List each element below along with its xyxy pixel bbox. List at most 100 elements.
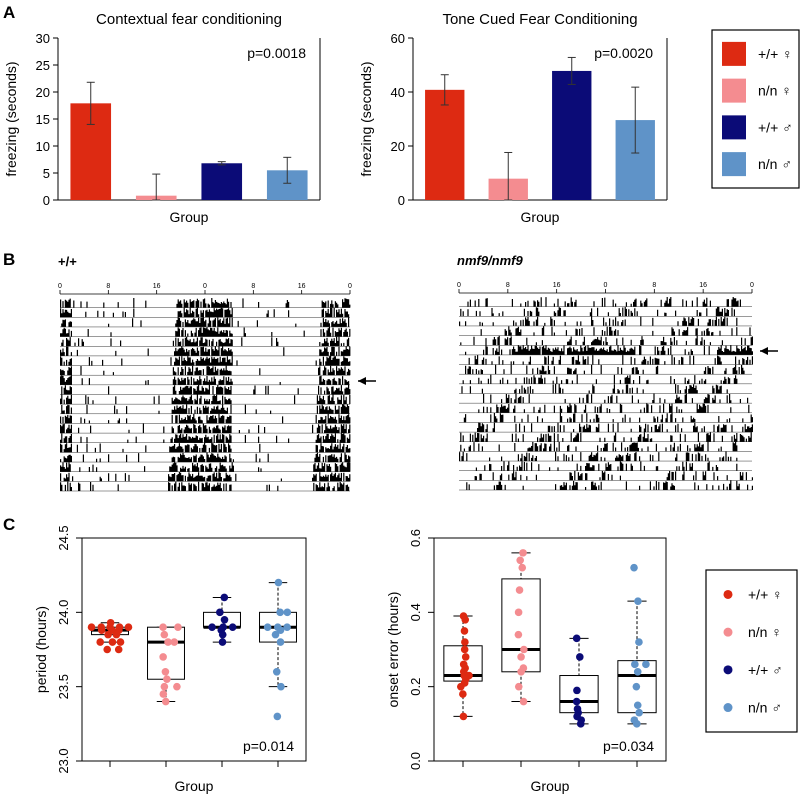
data-point <box>460 627 469 635</box>
activity-bars <box>61 385 351 395</box>
y-tick-label: 30 <box>36 31 50 46</box>
activity-bars <box>461 383 728 394</box>
y-tick-label: 24.5 <box>56 525 71 550</box>
legend-swatch-0 <box>722 41 746 66</box>
y-tick-label: 60 <box>391 31 405 46</box>
actogram-row-0 <box>60 298 351 308</box>
y-axis-label: period (hours) <box>33 606 49 693</box>
actogram-row-17 <box>459 461 752 471</box>
actogram-row-2 <box>60 317 350 328</box>
actogram-row-8 <box>459 374 752 385</box>
data-point <box>272 668 281 676</box>
data-point <box>170 638 179 646</box>
data-point <box>276 626 285 634</box>
actogram-row-1 <box>459 306 752 317</box>
actogram-row-9 <box>60 385 351 395</box>
data-point <box>576 720 585 728</box>
legend-label-2: +/+ ♂ <box>758 119 793 135</box>
x-axis-label: Group <box>170 209 209 225</box>
time-tick-label: 0 <box>348 283 352 290</box>
data-point <box>514 682 523 691</box>
data-point <box>218 630 227 639</box>
tone-cued-fear-chart: 0 20 40 60 Tone Cued Fear Conditioning Group f… <box>358 11 668 225</box>
data-point <box>263 623 272 631</box>
data-point <box>518 563 527 572</box>
actogram-row-17 <box>60 462 351 472</box>
y-tick-label: 20 <box>391 139 405 154</box>
panel-letter-c: C <box>3 515 15 534</box>
time-tick-label: 0 <box>604 282 608 289</box>
data-point <box>519 549 527 557</box>
legend-panel-a: +/+ ♀ n/n ♀ +/+ ♂ n/n ♂ <box>711 29 800 189</box>
bar-2 <box>201 163 243 200</box>
data-point <box>632 682 641 691</box>
data-point <box>572 634 581 643</box>
data-point <box>573 686 581 695</box>
time-tick-label: 8 <box>506 282 510 289</box>
genotype-label: +/+ <box>58 254 77 269</box>
activity-bars <box>460 432 752 442</box>
data-point <box>576 653 584 661</box>
actogram-row-3 <box>459 326 752 336</box>
p-value: p=0.014 <box>243 738 294 754</box>
data-point <box>514 630 523 639</box>
data-point <box>271 630 280 639</box>
activity-bars <box>60 423 351 434</box>
activity-bars <box>60 346 351 356</box>
box-1 <box>501 549 541 706</box>
activity-bars <box>60 433 351 443</box>
data-point <box>283 608 292 617</box>
data-point <box>163 675 171 684</box>
legend-dot-3 <box>723 703 733 713</box>
data-point <box>87 623 96 631</box>
x-axis-label: Group <box>521 209 560 225</box>
data-point <box>519 697 528 706</box>
actogram-row-14 <box>60 433 351 443</box>
activity-bars <box>463 412 753 423</box>
activity-bars <box>60 327 351 337</box>
y-tick-label: 0.2 <box>408 678 423 696</box>
actogram-row-7 <box>60 365 351 376</box>
actogram-row-18 <box>459 470 753 481</box>
data-point <box>516 556 524 565</box>
actogram-row-0 <box>459 297 752 307</box>
actogram-row-16 <box>459 451 752 462</box>
actogram-row-15 <box>60 442 351 453</box>
y-axis-label: onset error (hours) <box>385 592 401 708</box>
data-point <box>459 712 468 721</box>
actogram-row-15 <box>459 441 752 452</box>
y-tick-label: 20 <box>36 85 50 100</box>
y-tick-label: 5 <box>43 166 50 181</box>
time-tick-label: 8 <box>652 282 656 289</box>
legend-frame <box>705 569 798 733</box>
data-point <box>174 623 182 631</box>
data-point <box>634 597 642 605</box>
actogram-row-13 <box>459 422 753 433</box>
data-point <box>164 638 172 646</box>
activity-bars <box>60 365 351 376</box>
legend-dot-2 <box>723 665 733 675</box>
y-tick-label: 0 <box>43 193 50 208</box>
actogram-row-6 <box>60 356 351 366</box>
actogram-row-11 <box>459 403 752 413</box>
time-tick-label: 0 <box>58 283 62 290</box>
actogram-row-1 <box>60 307 350 318</box>
actogram-row-8 <box>60 375 350 386</box>
data-point <box>517 653 525 661</box>
data-point <box>461 615 470 624</box>
data-point <box>228 623 237 631</box>
activity-bars <box>60 298 351 308</box>
data-point <box>173 682 181 691</box>
chart-title: Tone Cued Fear Conditioning <box>442 11 637 28</box>
legend-label-2: +/+ ♂ <box>748 662 783 678</box>
actogram-row-3 <box>60 327 351 337</box>
data-point <box>159 653 167 661</box>
box-3 <box>617 563 657 728</box>
time-tick-label: 16 <box>699 282 707 289</box>
box-1 <box>147 623 185 706</box>
activity-bars <box>465 345 753 355</box>
legend-dot-0 <box>723 589 733 599</box>
y-tick-label: 23.5 <box>56 674 71 699</box>
legend-label-3: n/n ♂ <box>758 156 792 172</box>
data-point <box>461 653 470 661</box>
